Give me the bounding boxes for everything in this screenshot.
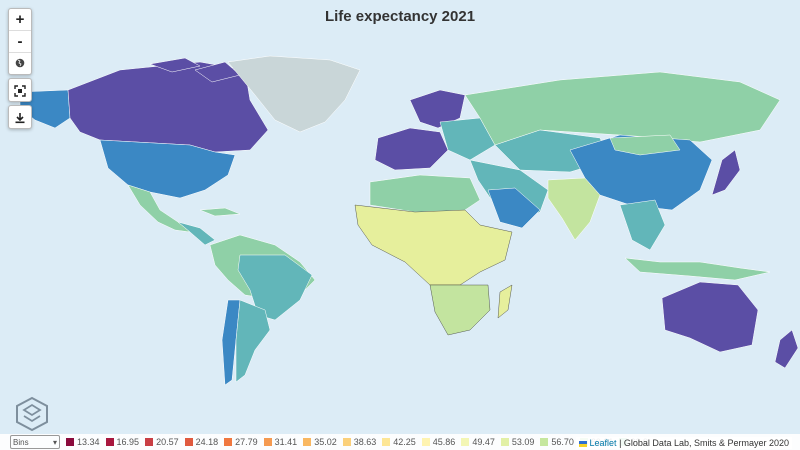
region-madagascar[interactable] xyxy=(497,284,513,319)
region-southern-africa[interactable] xyxy=(429,284,491,336)
legend-bin[interactable]: 38.63 xyxy=(342,437,377,447)
region-greenland[interactable] xyxy=(227,55,361,133)
legend-bin-label: 13.34 xyxy=(77,437,100,447)
legend-swatch xyxy=(263,438,272,446)
legend-bin-label: 45.86 xyxy=(432,437,456,447)
region-southeast-asia[interactable] xyxy=(619,199,666,251)
legend-bin[interactable]: 45.86 xyxy=(421,437,456,447)
legend-bin[interactable]: 24.18 xyxy=(184,437,219,447)
region-arabia[interactable] xyxy=(487,187,541,229)
leaflet-link[interactable]: Leaflet xyxy=(589,438,617,448)
attribution: Leaflet | Global Data Lab, Smits & Perma… xyxy=(576,437,792,449)
region-argentina[interactable] xyxy=(235,299,271,383)
legend-swatch xyxy=(303,438,312,446)
legend-bin[interactable]: 20.57 xyxy=(145,437,179,447)
legend-bin[interactable]: 31.41 xyxy=(263,437,298,447)
region-indonesia[interactable] xyxy=(624,257,771,281)
legend-bin-label: 20.57 xyxy=(156,437,179,447)
legend-bin[interactable]: 16.95 xyxy=(105,437,140,447)
bins-dropdown-label: Bins xyxy=(13,437,29,447)
region-new-zealand[interactable] xyxy=(774,329,799,369)
bins-dropdown[interactable]: Bins ▾ xyxy=(10,435,60,449)
legend-swatch xyxy=(224,438,233,446)
zoom-in-button[interactable]: + xyxy=(9,9,31,31)
region-japan[interactable] xyxy=(711,149,741,196)
attribution-sources: | Global Data Lab, Smits & Permayer 2020 xyxy=(619,438,789,448)
legend-swatch xyxy=(342,438,351,446)
legend-bin[interactable]: 56.70 xyxy=(540,437,574,447)
legend-bin[interactable]: 13.34 xyxy=(66,437,100,447)
legend-bin-label: 49.47 xyxy=(472,437,495,447)
region-eastern-europe[interactable] xyxy=(439,117,496,161)
region-caribbean[interactable] xyxy=(199,207,241,217)
region-west-central-africa[interactable] xyxy=(354,204,513,286)
legend-bin[interactable]: 53.09 xyxy=(500,437,535,447)
region-usa[interactable] xyxy=(99,139,236,199)
chevron-down-icon: ▾ xyxy=(52,437,57,447)
legend-bin-label: 16.95 xyxy=(116,437,140,447)
legend-swatch xyxy=(500,438,509,446)
region-canada[interactable] xyxy=(67,61,269,153)
legend-swatch xyxy=(540,438,549,446)
zoom-control: + - xyxy=(8,8,32,75)
map-title: Life expectancy 2021 xyxy=(324,8,476,25)
legend-bin[interactable]: 42.25 xyxy=(382,437,416,447)
region-western-europe[interactable] xyxy=(374,127,449,171)
legend-bin-label: 56.70 xyxy=(551,437,574,447)
region-north-africa[interactable] xyxy=(369,174,481,213)
download-button[interactable] xyxy=(8,105,32,129)
legend-bin-label: 24.18 xyxy=(195,437,219,447)
legend-swatch xyxy=(66,438,74,446)
fit-bounds-button[interactable] xyxy=(8,78,32,102)
region-scandinavia[interactable] xyxy=(409,89,466,129)
legend-bin[interactable]: 27.79 xyxy=(224,437,258,447)
zoom-out-button[interactable]: - xyxy=(9,31,31,53)
legend-bin-label: 53.09 xyxy=(511,437,535,447)
legend-bin-label: 35.02 xyxy=(314,437,337,447)
legend-swatch xyxy=(145,438,154,446)
region-mongolia[interactable] xyxy=(609,134,681,156)
region-russia[interactable] xyxy=(464,71,781,146)
legend-bin-label: 38.63 xyxy=(353,437,377,447)
legend-swatch xyxy=(461,438,470,446)
globe-icon xyxy=(15,58,25,68)
legend-bin-label: 31.41 xyxy=(274,437,298,447)
legend-swatch xyxy=(421,438,430,446)
region-brazil[interactable] xyxy=(237,254,313,321)
legend-items: 13.34 16.95 20.57 24.18 27.79 31.41 35.02 38.63… xyxy=(60,437,648,447)
flag-icon xyxy=(579,440,588,447)
fit-bounds-icon xyxy=(14,85,26,97)
region-australia[interactable] xyxy=(661,281,759,353)
logo-watermark-icon xyxy=(16,396,48,432)
legend-swatch xyxy=(184,438,193,446)
legend-swatch xyxy=(382,438,391,446)
legend-bin[interactable]: 49.47 xyxy=(461,437,495,447)
reset-view-button[interactable] xyxy=(9,53,31,74)
legend-bin-label: 27.79 xyxy=(235,437,258,447)
legend-swatch xyxy=(105,438,114,446)
legend-bin-label: 42.25 xyxy=(393,437,416,447)
download-icon xyxy=(15,112,25,123)
legend-bin[interactable]: 35.02 xyxy=(303,437,337,447)
region-central-america[interactable] xyxy=(177,221,216,246)
